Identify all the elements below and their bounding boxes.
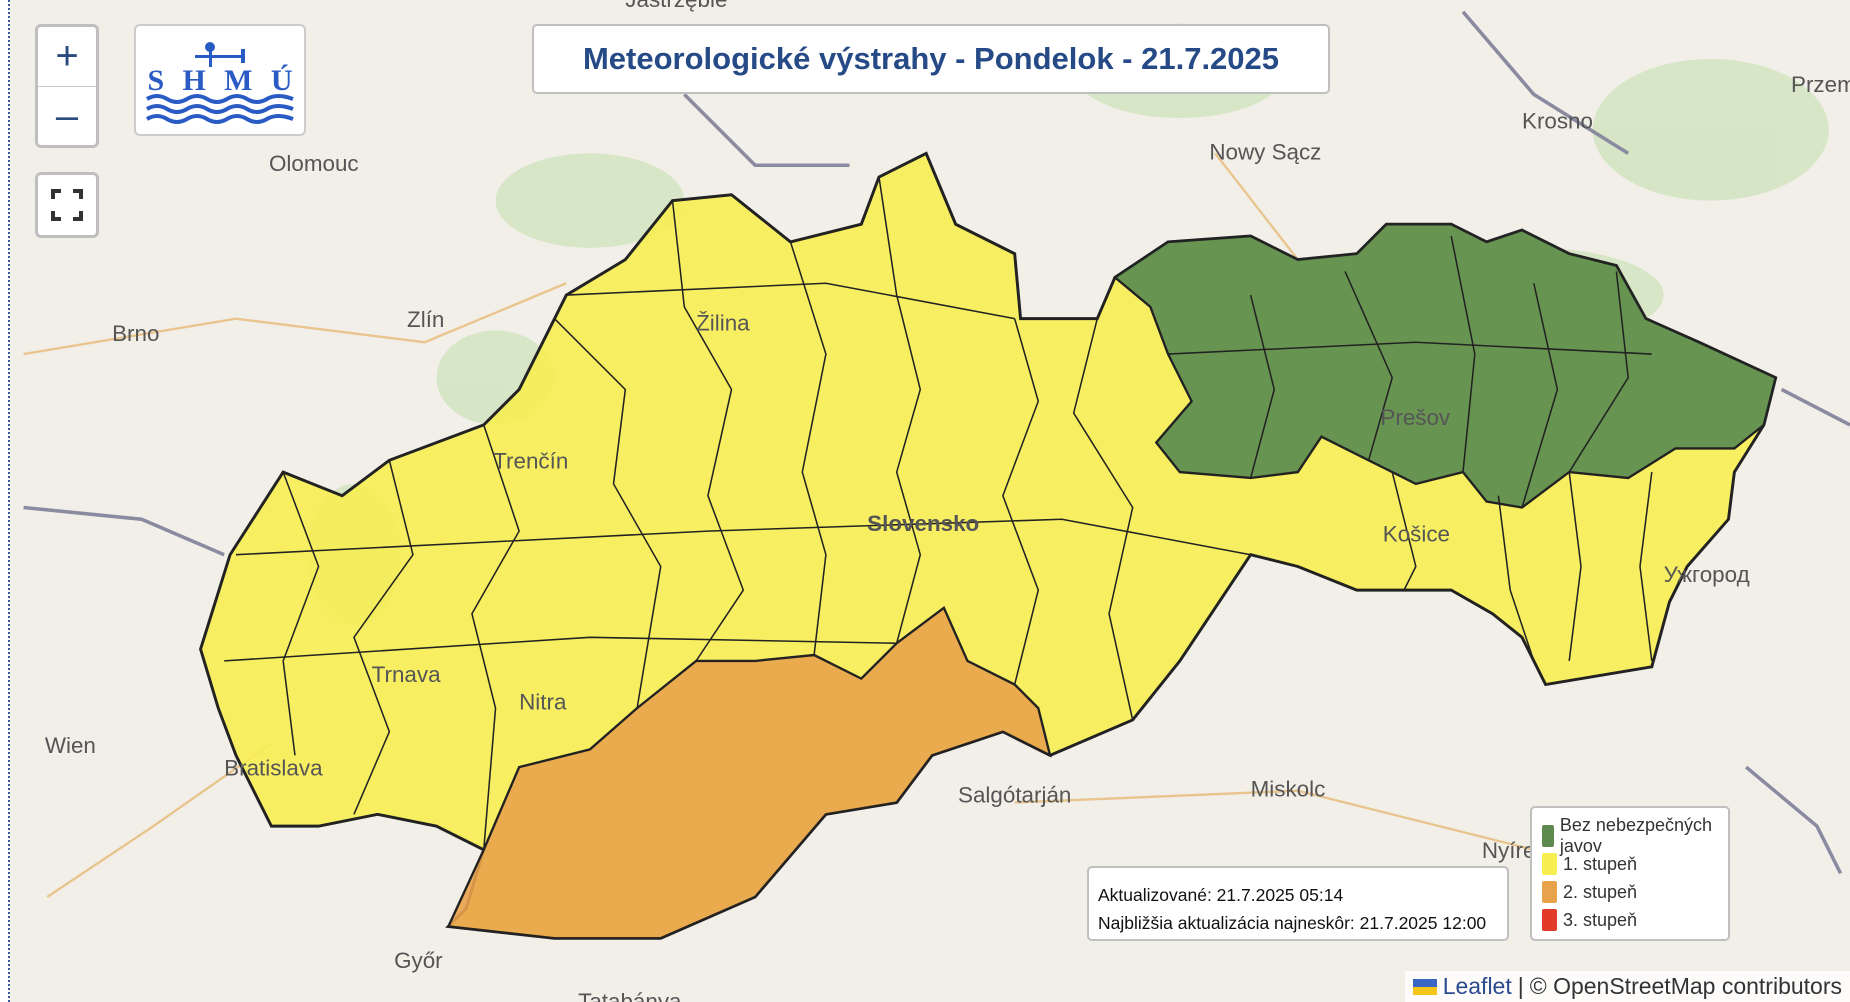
city-label: Košice — [1383, 522, 1450, 547]
city-labels: Olomouc Brno Zlín Wien Bratislava Trnava… — [45, 0, 1850, 1002]
city-label: Jastrzębie — [625, 0, 727, 12]
city-label: Tatabánya — [578, 989, 682, 1002]
attribution-separator: | — [1517, 973, 1524, 999]
legend-item-level-1: 1. stupeň — [1542, 850, 1718, 878]
city-label: Nitra — [519, 689, 567, 714]
shmu-logo[interactable]: SHMÚ — [134, 24, 306, 136]
city-label: Trenčín — [493, 449, 568, 474]
city-label: Nowy Sącz — [1209, 139, 1321, 164]
update-info-box: Aktualizované: 21.7.2025 05:14 Najbližši… — [1087, 866, 1509, 941]
city-label: Olomouc — [269, 151, 359, 176]
osm-attribution[interactable]: © OpenStreetMap contributors — [1529, 973, 1842, 999]
ukraine-flag-icon — [1412, 978, 1437, 995]
zoom-in-button[interactable]: + — [38, 27, 96, 87]
city-label: Miskolc — [1251, 777, 1326, 802]
legend: Bez nebezpečných javov 1. stupeň 2. stup… — [1530, 806, 1730, 941]
page-title: Meteorologické výstrahy - Pondelok - 21.… — [532, 24, 1330, 94]
updated-time: Aktualizované: 21.7.2025 05:14 — [1098, 885, 1344, 905]
city-label: Przem — [1791, 72, 1850, 97]
next-update-time: Najbližšia aktualizácia najneskôr: 21.7.… — [1098, 913, 1487, 933]
legend-item-no-warning: Bez nebezpečných javov — [1542, 815, 1718, 856]
city-label: Salgótarján — [958, 783, 1071, 808]
logo-text: SHMÚ — [148, 64, 293, 97]
shmu-logo-image: SHMÚ — [145, 42, 294, 124]
country-borders — [23, 10, 1850, 875]
legend-item-level-2: 2. stupeň — [1542, 878, 1718, 906]
city-label: Trnava — [372, 662, 441, 687]
left-edge-strip — [0, 0, 10, 1002]
region-level-2[interactable] — [446, 605, 1052, 940]
city-label: Slovensko — [867, 511, 979, 536]
city-label: Nyíre — [1482, 838, 1536, 863]
fullscreen-button[interactable] — [35, 172, 99, 238]
fullscreen-icon — [51, 189, 83, 221]
city-label: Žilina — [696, 310, 750, 335]
district-borders — [224, 176, 1653, 850]
city-label: Bratislava — [224, 755, 323, 780]
region-no-warning[interactable] — [1112, 223, 1778, 509]
city-label: Ужгород — [1664, 562, 1750, 587]
city-label: Krosno — [1522, 109, 1593, 134]
city-label: Zlín — [407, 307, 444, 332]
leaflet-link[interactable]: Leaflet — [1442, 973, 1512, 999]
city-label: Győr — [394, 948, 443, 973]
legend-item-level-3: 3. stupeň — [1542, 906, 1718, 934]
attribution: Leaflet | © OpenStreetMap contributors — [1404, 971, 1850, 1002]
zoom-out-button[interactable]: – — [55, 94, 79, 138]
city-label: Prešov — [1380, 405, 1451, 430]
city-label: Brno — [112, 321, 159, 346]
city-label: Wien — [45, 733, 96, 758]
zoom-control: + – — [35, 24, 99, 148]
